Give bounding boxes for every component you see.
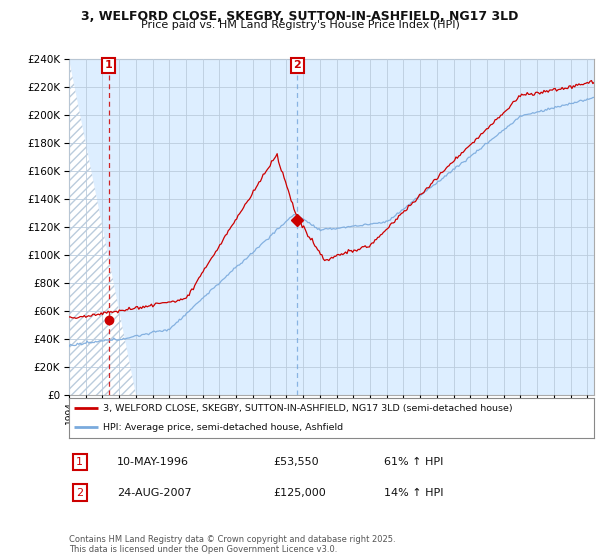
Text: 2: 2 <box>293 60 301 71</box>
Text: 3, WELFORD CLOSE, SKEGBY, SUTTON-IN-ASHFIELD, NG17 3LD (semi-detached house): 3, WELFORD CLOSE, SKEGBY, SUTTON-IN-ASHF… <box>103 404 513 413</box>
Text: Price paid vs. HM Land Registry's House Price Index (HPI): Price paid vs. HM Land Registry's House … <box>140 20 460 30</box>
Text: £125,000: £125,000 <box>273 488 326 498</box>
Text: Contains HM Land Registry data © Crown copyright and database right 2025.
This d: Contains HM Land Registry data © Crown c… <box>69 535 395 554</box>
Text: 3, WELFORD CLOSE, SKEGBY, SUTTON-IN-ASHFIELD, NG17 3LD: 3, WELFORD CLOSE, SKEGBY, SUTTON-IN-ASHF… <box>82 10 518 22</box>
Text: 1: 1 <box>105 60 113 71</box>
Text: HPI: Average price, semi-detached house, Ashfield: HPI: Average price, semi-detached house,… <box>103 423 343 432</box>
Text: 14% ↑ HPI: 14% ↑ HPI <box>384 488 443 498</box>
Text: 10-MAY-1996: 10-MAY-1996 <box>117 457 189 467</box>
Text: 1: 1 <box>76 457 83 467</box>
Text: 24-AUG-2007: 24-AUG-2007 <box>117 488 191 498</box>
Polygon shape <box>69 59 136 395</box>
Text: £53,550: £53,550 <box>273 457 319 467</box>
Text: 2: 2 <box>76 488 83 498</box>
Text: 61% ↑ HPI: 61% ↑ HPI <box>384 457 443 467</box>
